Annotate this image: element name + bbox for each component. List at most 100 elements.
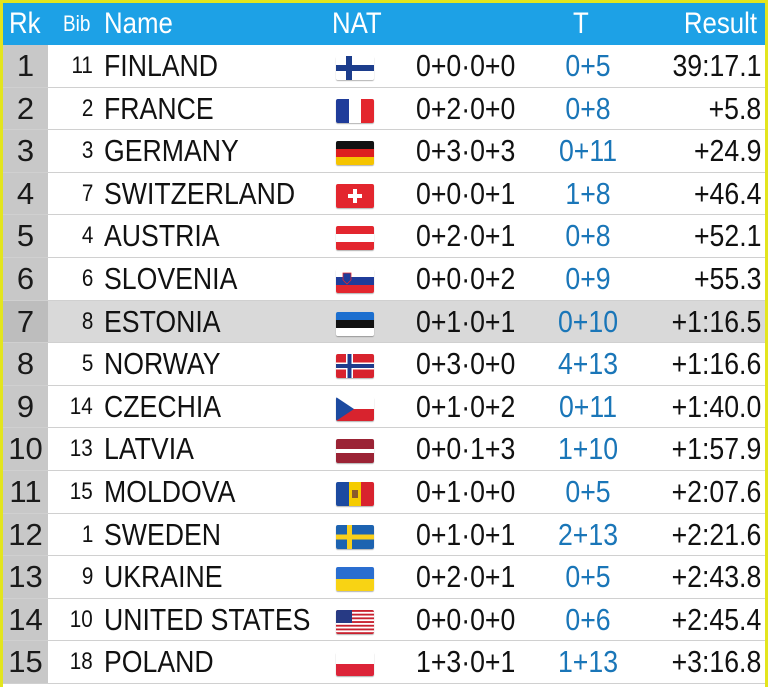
usa-flag-icon: [336, 609, 374, 634]
bib-cell: 10: [70, 605, 93, 633]
rank-cell: 13: [3, 556, 48, 598]
penalty-cell: 0+5: [565, 559, 611, 595]
rank-cell: 6: [3, 258, 48, 300]
table-row: 13 9 UKRAINE 0+2·0+1 0+5 +2:43.8: [3, 556, 765, 599]
shooting-cell: 0+0·0+2: [416, 261, 516, 296]
moldova-flag-icon: [336, 482, 374, 506]
slovenia-flag-icon: [336, 269, 374, 293]
result-cell: +5.8: [708, 90, 761, 126]
penalty-cell: 4+13: [557, 346, 619, 382]
result-cell: +1:40.0: [671, 388, 761, 424]
rank-cell: 12: [3, 513, 48, 556]
shooting-cell: 0+1·0+0: [416, 474, 516, 509]
norway-flag-icon: [336, 354, 374, 379]
result-cell: +46.4: [693, 175, 761, 211]
bib-cell: 11: [71, 52, 93, 79]
rank-cell: 15: [3, 641, 48, 683]
bib-cell: 2: [81, 94, 93, 122]
bib-cell: 1: [81, 520, 93, 548]
team-name: UKRAINE: [104, 559, 223, 595]
shooting-cell: 0+2·0+1: [416, 559, 516, 595]
table-row: 12 1 SWEDEN 0+1·0+1 2+13 +2:21.6: [3, 513, 765, 557]
bib-cell: 14: [70, 392, 93, 420]
rank-cell: 5: [3, 215, 48, 257]
shooting-cell: 0+0·1+3: [416, 431, 516, 467]
penalty-cell: 0+6: [565, 601, 611, 637]
penalty-cell: 0+9: [565, 261, 611, 296]
team-name: UNITED STATES: [104, 601, 311, 637]
table-row: 9 14 CZECHIA 0+1·0+2 0+11 +1:40.0: [3, 385, 765, 429]
result-cell: 39:17.1: [672, 48, 761, 83]
result-cell: +1:16.5: [671, 303, 761, 339]
bib-cell: 6: [81, 265, 93, 292]
result-cell: +1:16.6: [671, 346, 761, 382]
rank-cell: 1: [3, 45, 48, 87]
table-row: 5 4 AUSTRIA 0+2·0+1 0+8 +52.1: [3, 215, 765, 258]
result-cell: +55.3: [693, 261, 761, 296]
shooting-cell: 0+2·0+0: [416, 90, 516, 126]
header-name: Name: [104, 7, 173, 40]
finland-flag-icon: [336, 56, 374, 80]
team-name: SWITZERLAND: [104, 175, 296, 211]
header-nat: NAT: [332, 7, 382, 40]
poland-flag-icon: [336, 652, 374, 677]
shooting-cell: 0+1·0+1: [416, 303, 516, 339]
shooting-cell: 0+1·0+2: [416, 388, 516, 424]
shooting-cell: 0+0·0+0: [416, 48, 516, 83]
table-row: 14 10 UNITED STATES 0+0·0+0 0+6 +2:45.4: [3, 598, 765, 642]
latvia-flag-icon: [336, 439, 374, 464]
rank-cell: 14: [3, 598, 48, 641]
france-flag-icon: [336, 98, 374, 123]
bib-cell: 4: [81, 222, 93, 250]
rank-cell: 11: [3, 471, 48, 513]
team-name: NORWAY: [104, 346, 221, 382]
bib-cell: 9: [81, 563, 93, 591]
table-row: 6 6 SLOVENIA 0+0·0+2 0+9 +55.3: [3, 258, 765, 301]
table-row: 10 13 LATVIA 0+0·1+3 1+10 +1:57.9: [3, 428, 765, 471]
bib-cell: 15: [70, 478, 93, 505]
result-cell: +2:21.6: [671, 516, 761, 552]
bib-cell: 8: [81, 307, 93, 335]
result-cell: +2:07.6: [671, 474, 761, 509]
penalty-cell: 0+8: [565, 218, 611, 254]
table-row: 15 18 POLAND 1+3·0+1 1+13 +3:16.8: [3, 641, 765, 684]
result-cell: +52.1: [693, 218, 761, 254]
switzerland-flag-icon: [336, 183, 374, 208]
penalty-cell: 0+11: [558, 388, 618, 424]
sweden-flag-icon: [336, 524, 374, 549]
penalty-cell: 1+8: [565, 175, 611, 211]
team-name: LATVIA: [104, 431, 194, 467]
rank-cell: 8: [3, 343, 48, 385]
table-row: 8 5 NORWAY 0+3·0+0 4+13 +1:16.6: [3, 343, 765, 386]
penalty-cell: 0+10: [557, 303, 619, 339]
shooting-cell: 0+2·0+1: [416, 218, 516, 254]
header-rank: Rk: [9, 7, 41, 40]
team-name: FRANCE: [104, 90, 214, 126]
table-row: 3 3 GERMANY 0+3·0+3 0+11 +24.9: [3, 130, 765, 173]
table-row: 7 8 ESTONIA 0+1·0+1 0+10 +1:16.5: [3, 300, 765, 344]
team-name: AUSTRIA: [104, 218, 220, 254]
team-name: GERMANY: [104, 133, 239, 169]
bib-cell: 3: [81, 137, 93, 165]
estonia-flag-icon: [336, 311, 374, 336]
bib-cell: 5: [81, 350, 93, 378]
team-name: SLOVENIA: [104, 261, 238, 296]
rank-cell: 3: [3, 130, 48, 172]
table-header: Rk Bib Name NAT T Result: [3, 3, 765, 45]
shooting-cell: 0+0·0+1: [416, 175, 516, 211]
austria-flag-icon: [336, 226, 374, 251]
table-row: 11 15 MOLDOVA 0+1·0+0 0+5 +2:07.6: [3, 471, 765, 514]
table-row: 1 11 FINLAND 0+0·0+0 0+5 39:17.1: [3, 45, 765, 88]
rank-cell: 9: [3, 385, 48, 428]
result-cell: +2:43.8: [671, 559, 761, 595]
penalty-cell: 0+5: [565, 474, 611, 509]
table-row: 2 2 FRANCE 0+2·0+0 0+8 +5.8: [3, 87, 765, 131]
penalty-cell: 0+5: [565, 48, 611, 83]
rank-cell: 10: [3, 428, 48, 470]
shooting-cell: 0+0·0+0: [416, 601, 516, 637]
team-name: FINLAND: [104, 48, 219, 83]
penalty-cell: 2+13: [557, 516, 619, 552]
penalty-cell: 0+11: [558, 133, 618, 169]
result-cell: +24.9: [693, 133, 761, 169]
czechia-flag-icon: [336, 396, 374, 421]
